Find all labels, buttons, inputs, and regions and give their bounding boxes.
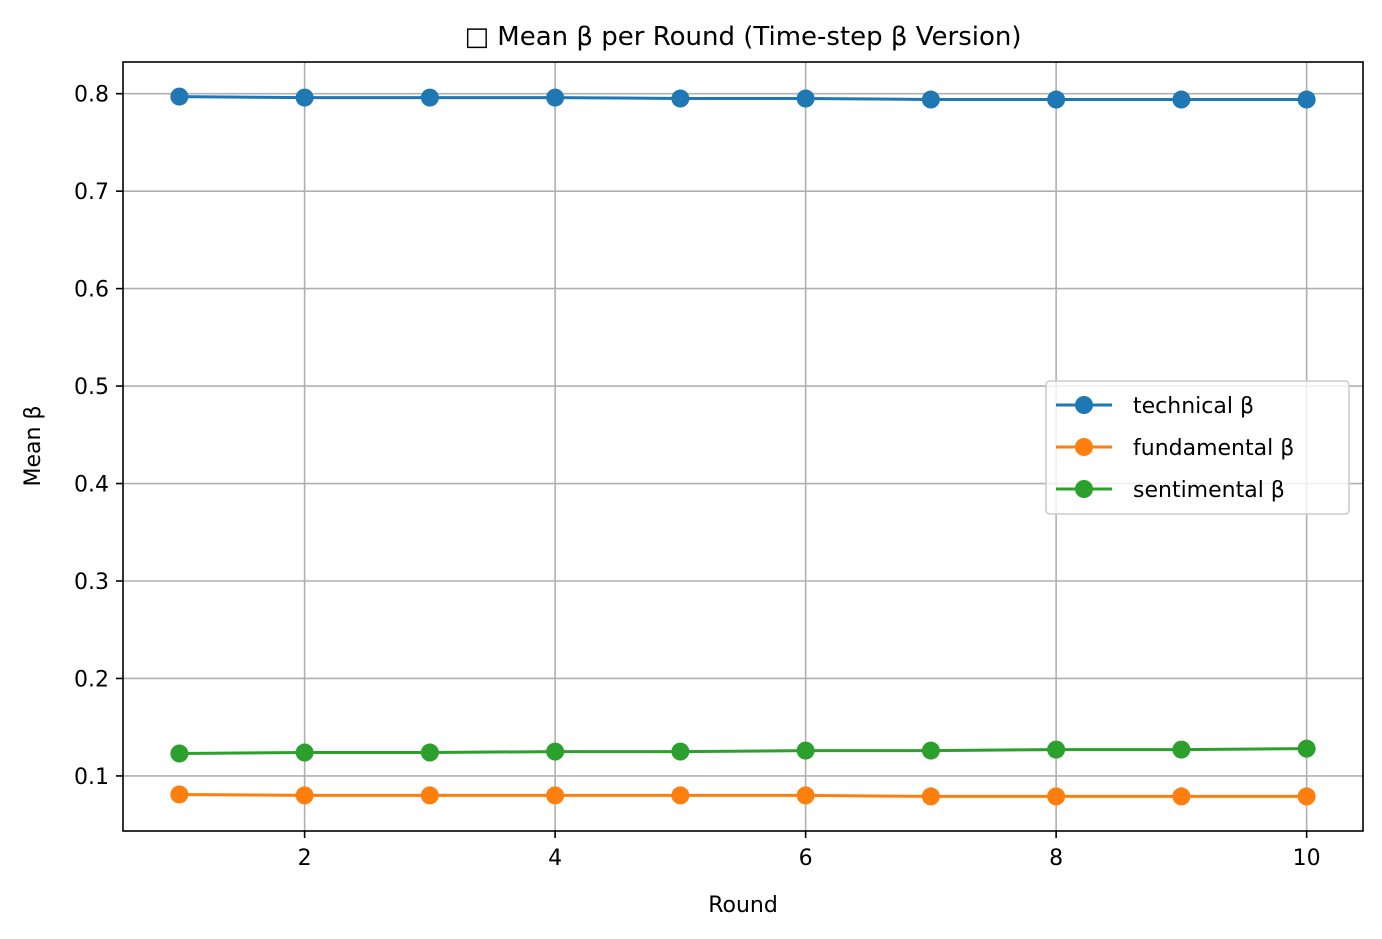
data-point (1047, 787, 1066, 806)
data-point (546, 88, 565, 107)
legend-marker (1075, 438, 1093, 456)
data-point (295, 88, 314, 107)
data-point (420, 743, 439, 762)
legend-label: sentimental β (1133, 478, 1285, 503)
data-point (796, 786, 815, 805)
x-tick-label: 2 (298, 846, 312, 871)
y-tick-label: 0.8 (74, 83, 109, 108)
y-tick-label: 0.2 (74, 667, 109, 692)
data-point (1172, 787, 1191, 806)
data-point (295, 786, 314, 805)
x-tick-label: 4 (548, 846, 562, 871)
data-point (1297, 787, 1316, 806)
data-point (921, 787, 940, 806)
data-point (1172, 740, 1191, 759)
data-point (1172, 90, 1191, 109)
data-point (170, 744, 189, 763)
data-point (1047, 90, 1066, 109)
data-point (420, 786, 439, 805)
x-tick-label: 8 (1049, 846, 1063, 871)
data-point (671, 786, 690, 805)
axes: 2 4 6 8 10 0.1 0.2 0.3 0.4 0.5 0.6 0.7 0.8 (74, 83, 1321, 871)
series-layer (170, 87, 1316, 806)
y-tick-label: 0.5 (74, 375, 109, 400)
legend: technical β fundamental β sentimental β (1045, 380, 1350, 515)
data-point (420, 88, 439, 107)
x-axis-label: Round (708, 893, 778, 918)
data-point (1297, 739, 1316, 758)
y-tick-label: 0.1 (74, 765, 109, 790)
data-point (170, 785, 189, 804)
data-point (546, 742, 565, 761)
x-tick-label: 6 (799, 846, 813, 871)
x-tick-label: 10 (1293, 846, 1321, 871)
data-point (295, 743, 314, 762)
y-tick-label: 0.3 (74, 570, 109, 595)
data-point (546, 786, 565, 805)
y-axis-label: Mean β (21, 406, 46, 487)
legend-box (1045, 380, 1350, 515)
series-line (179, 747, 1307, 755)
legend-label: fundamental β (1133, 436, 1294, 461)
series-1 (170, 87, 1316, 109)
y-tick-label: 0.4 (74, 473, 109, 498)
series-line (179, 793, 1307, 798)
data-point (921, 741, 940, 760)
y-tick-label: 0.6 (74, 278, 109, 303)
legend-marker (1075, 396, 1093, 414)
data-point (671, 89, 690, 108)
y-tick-label: 0.7 (74, 180, 109, 205)
plot-frame (122, 61, 1364, 832)
data-point (1047, 740, 1066, 759)
legend-marker (1075, 480, 1093, 498)
data-point (170, 87, 189, 106)
data-point (921, 90, 940, 109)
series-3 (170, 739, 1316, 763)
data-point (1297, 90, 1316, 109)
legend-label: technical β (1133, 394, 1254, 419)
data-point (671, 742, 690, 761)
data-point (796, 89, 815, 108)
data-point (796, 741, 815, 760)
chart-title: □ Mean β per Round (Time-step β Version) (464, 22, 1021, 52)
series-2 (170, 785, 1316, 806)
series-line (179, 95, 1307, 101)
